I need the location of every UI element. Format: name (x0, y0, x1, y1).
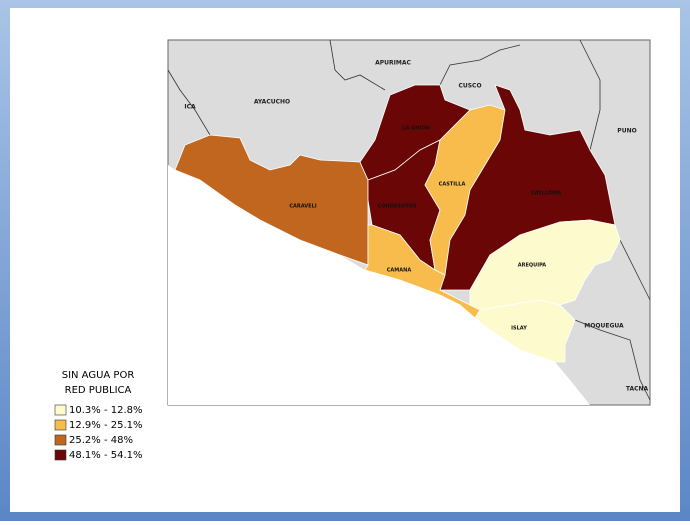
neighbor-label: MOQUEGUA (584, 323, 624, 330)
province (174, 134, 369, 266)
neighbor-label: ICA (184, 104, 196, 111)
legend-swatch (54, 404, 67, 416)
neighbor-label: APURIMAC (375, 60, 411, 67)
legend-title: SIN AGUA POR (62, 370, 135, 381)
neighbor-label: TACNA (626, 386, 649, 393)
legend-swatch (54, 434, 67, 446)
borders (167, 39, 651, 401)
legend-title: RED PUBLICA (65, 385, 132, 396)
map: CARAVELI LA UNION CONDESUYOS CASTILLA CAYLLO… (167, 39, 651, 406)
legend-label: 25.2% - 48% (69, 435, 133, 446)
province-label: LA UNION (402, 126, 429, 132)
province-label: CONDESUYOS (378, 204, 417, 210)
province-label: CARAVELI (289, 204, 316, 210)
legend-swatch (54, 419, 67, 431)
legend: SIN AGUA POR RED PUBLICA 10.3% - 12.8% 12.9… (54, 370, 143, 461)
province-label: CASTILLA (439, 182, 466, 188)
sea (168, 165, 590, 405)
neighbor-label: CUSCO (458, 83, 481, 90)
province-label: CAYLLOMA (531, 191, 561, 197)
neighbor-label: AYACUCHO (254, 99, 290, 106)
neighbor-label: PUNO (617, 128, 636, 135)
province (474, 299, 576, 363)
legend-label: 48.1% - 54.1% (69, 450, 143, 461)
province-label: AREQUIPA (518, 263, 547, 269)
legend-label: 12.9% - 25.1% (69, 420, 143, 431)
legend-swatch (54, 449, 67, 461)
legend-label: 10.3% - 12.8% (69, 405, 143, 416)
province-label: ISLAY (511, 326, 527, 332)
province (364, 224, 481, 319)
province-label: CAMANA (387, 268, 412, 274)
